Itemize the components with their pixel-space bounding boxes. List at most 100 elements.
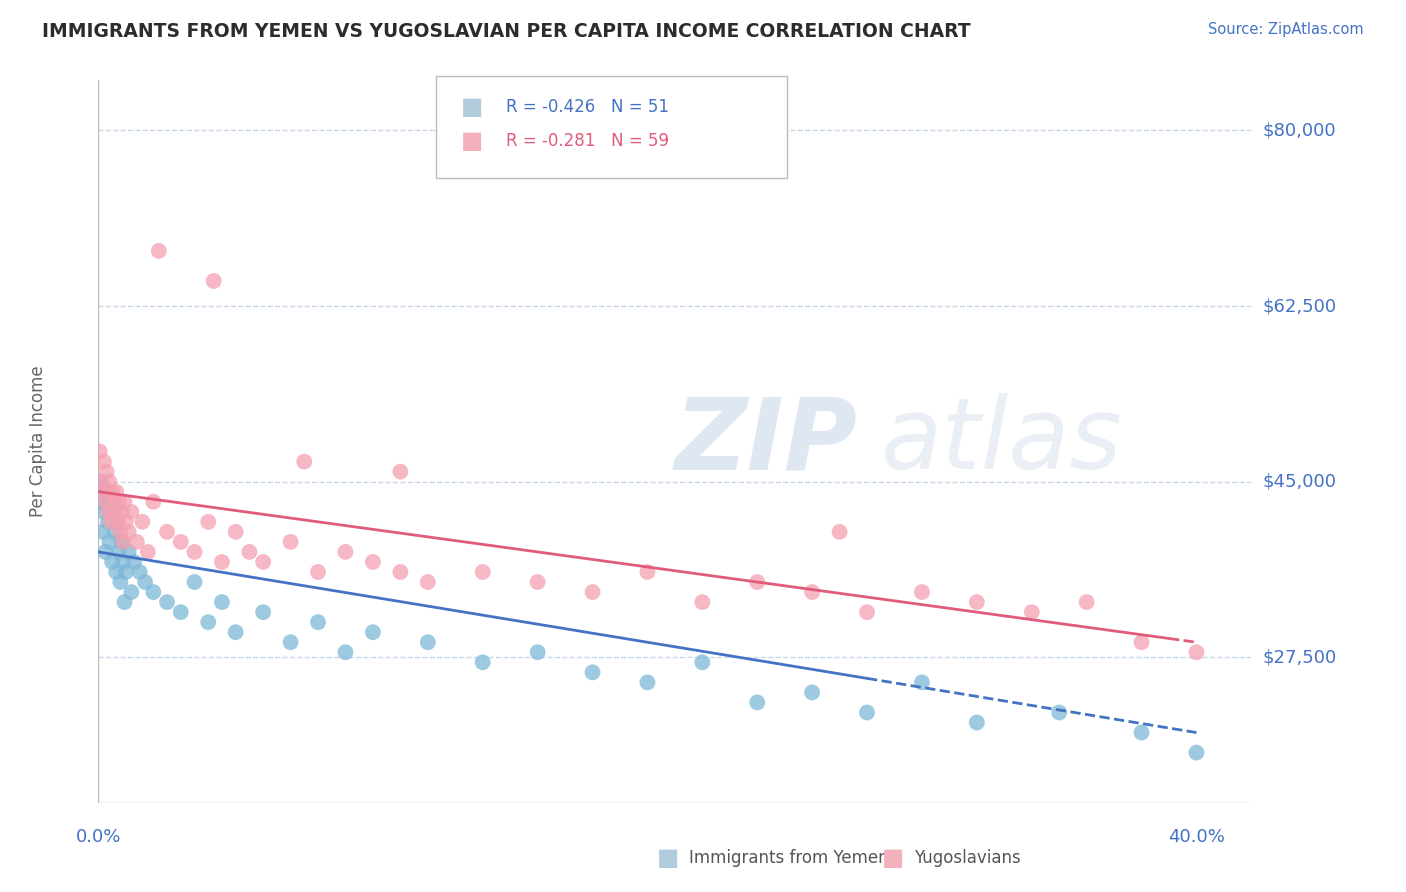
Point [142,585,165,599]
Point [131,515,153,529]
Point [93,505,115,519]
Point [128,565,150,579]
Text: ■: ■ [657,847,679,870]
Point [211,555,233,569]
Text: IMMIGRANTS FROM YEMEN VS YUGOSLAVIAN PER CAPITA INCOME CORRELATION CHART: IMMIGRANTS FROM YEMEN VS YUGOSLAVIAN PER… [42,22,970,41]
Point [112,555,135,569]
Point [101,484,124,499]
Point [105,484,128,499]
Text: R = -0.281   N = 59: R = -0.281 N = 59 [506,132,669,150]
Point [111,534,134,549]
Text: $62,500: $62,500 [1263,297,1337,315]
Point [120,585,142,599]
Point [225,625,247,640]
Point [101,555,124,569]
Point [911,675,934,690]
Point [112,534,135,549]
Point [1130,635,1153,649]
Point [110,524,132,539]
Point [98,475,121,489]
Point [156,595,179,609]
Point [94,494,117,508]
Point [125,534,148,549]
Text: ■: ■ [882,847,904,870]
Point [142,494,165,508]
Point [389,565,412,579]
Point [252,605,274,619]
Point [115,515,138,529]
Point [361,625,384,640]
Point [1076,595,1098,609]
Point [280,635,302,649]
Point [252,555,274,569]
Point [103,505,125,519]
Point [156,524,179,539]
Point [98,534,121,549]
Text: ■: ■ [461,129,484,153]
Point [292,454,315,469]
Point [91,484,114,499]
Point [307,565,329,579]
Text: 40.0%: 40.0% [1168,828,1225,846]
Point [107,515,129,529]
Point [225,524,247,539]
Point [911,585,934,599]
Point [93,454,115,469]
Text: 0.0%: 0.0% [76,828,121,846]
Text: Per Capita Income: Per Capita Income [30,366,46,517]
Point [692,655,714,669]
Point [856,706,879,720]
Point [202,274,225,288]
Point [828,524,851,539]
Point [1185,645,1208,659]
Point [104,524,127,539]
Text: $80,000: $80,000 [1263,121,1336,139]
Point [108,545,131,559]
Point [111,505,134,519]
Text: Source: ZipAtlas.com: Source: ZipAtlas.com [1208,22,1364,37]
Point [105,565,128,579]
Point [104,505,127,519]
Point [526,645,548,659]
Point [114,595,136,609]
Point [117,545,139,559]
Point [170,605,193,619]
Point [692,595,714,609]
Point [389,465,412,479]
Point [747,696,769,710]
Point [801,585,824,599]
Point [856,605,879,619]
Point [103,494,125,508]
Text: $45,000: $45,000 [1263,473,1336,491]
Point [197,515,219,529]
Point [335,545,357,559]
Point [416,574,439,589]
Point [1047,706,1070,720]
Point [966,715,988,730]
Point [170,534,193,549]
Text: ■: ■ [461,95,484,119]
Point [801,685,824,699]
Point [148,244,170,258]
Point [115,565,138,579]
Point [108,494,131,508]
Point [280,534,302,549]
Point [96,484,118,499]
Point [91,524,114,539]
Text: ZIP: ZIP [675,393,858,490]
Point [183,545,205,559]
Point [100,494,122,508]
Point [107,515,129,529]
Point [526,574,548,589]
Point [117,524,139,539]
Point [1021,605,1043,619]
Point [581,585,603,599]
Point [307,615,329,630]
Point [110,574,132,589]
Point [747,574,769,589]
Point [97,515,120,529]
Text: atlas: atlas [880,393,1122,490]
Point [136,545,159,559]
Point [114,494,136,508]
Point [361,555,384,569]
